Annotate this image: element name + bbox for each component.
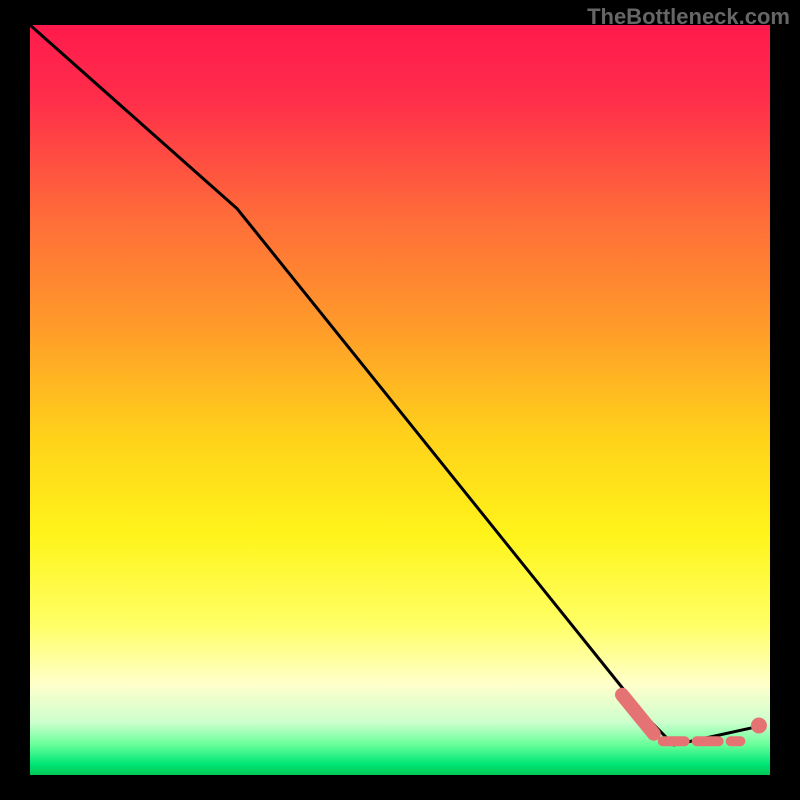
highlight-endpoint-marker <box>751 718 767 734</box>
plot-area <box>30 25 770 775</box>
bottleneck-chart: TheBottleneck.com <box>0 0 800 800</box>
watermark-text: TheBottleneck.com <box>587 4 790 30</box>
chart-svg <box>0 0 800 800</box>
